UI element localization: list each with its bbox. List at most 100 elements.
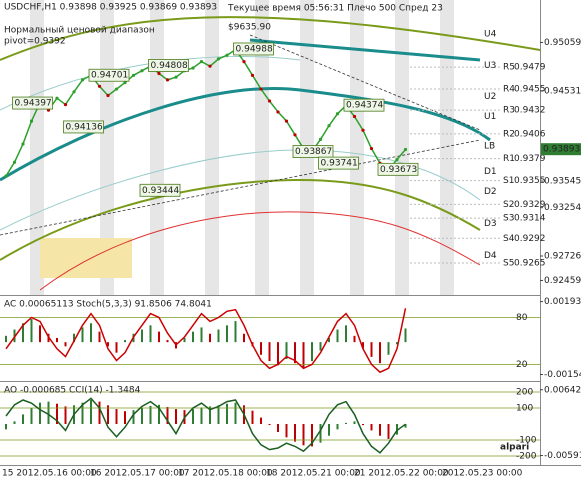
- price-point: [335, 112, 340, 116]
- histogram-bar: [90, 400, 92, 424]
- price-point: [318, 137, 323, 141]
- histogram-bar: [39, 325, 41, 343]
- pivot-name: S4: [503, 234, 515, 244]
- histogram-bar: [234, 321, 237, 343]
- channel-label: U4: [484, 30, 497, 40]
- pivot-name: R1: [503, 154, 515, 164]
- chart-title: USDCHF,H1 0.93898 0.93925 0.93869 0.9389…: [4, 3, 217, 13]
- histogram-bar: [141, 408, 143, 424]
- pivot-name: R5: [503, 63, 515, 73]
- pivot-name: R4: [503, 85, 515, 95]
- pivot-name: S1: [503, 176, 514, 186]
- histogram-bar: [277, 342, 279, 366]
- price-label: 0.93444: [142, 186, 179, 196]
- price-label-box: [233, 42, 274, 56]
- x-tick-label: 2012.05.23 00:00: [442, 469, 523, 479]
- histogram-bar: [217, 329, 220, 343]
- histogram-bar: [30, 408, 33, 424]
- price-point: [114, 87, 119, 91]
- histogram-bar: [56, 403, 58, 424]
- histogram-bar: [30, 319, 33, 343]
- pivot-value: 0.9379: [514, 154, 546, 164]
- histogram-bar: [294, 424, 296, 442]
- note: $9635.90: [228, 23, 271, 33]
- price-point: [55, 96, 59, 100]
- price-point: [259, 87, 263, 91]
- histogram-bar: [200, 327, 203, 343]
- oscillator-line: [5, 308, 407, 374]
- histogram-bar: [268, 424, 271, 426]
- histogram-bar: [5, 424, 7, 430]
- channel-label: D4: [484, 251, 497, 261]
- histogram-bar: [345, 325, 347, 343]
- channel-label: D2: [484, 187, 497, 197]
- current-price-box: [541, 143, 581, 156]
- histogram-bar: [56, 337, 58, 343]
- price-point: [80, 78, 85, 82]
- histogram-bar: [311, 424, 313, 447]
- histogram-bar: [132, 410, 135, 424]
- price-line: [5, 48, 407, 177]
- price-point: [403, 147, 408, 152]
- price-label-box: [377, 162, 419, 176]
- price-point: [191, 66, 195, 70]
- y-tick-label: 0.94531: [544, 86, 581, 96]
- price-point: [140, 69, 144, 73]
- histogram-bar: [328, 337, 330, 343]
- histogram-bar: [302, 342, 305, 368]
- histogram-bar: [336, 424, 339, 430]
- x-tick-label: 15 2012.05.16 00:00: [2, 469, 97, 479]
- price-label: 0.94397: [15, 99, 52, 109]
- histogram-bar: [90, 323, 92, 343]
- y2-tick-label: 200: [516, 388, 533, 398]
- pivot-value: 0.9432: [514, 106, 546, 116]
- histogram-bar: [396, 424, 398, 435]
- histogram-bar: [166, 406, 169, 424]
- pivot-name: S5: [503, 258, 514, 268]
- current-price: 0.93893: [543, 145, 580, 155]
- price-point: [29, 119, 34, 123]
- channel-label: D3: [484, 219, 497, 229]
- price-label: 0.94374: [346, 101, 383, 111]
- oscillator-line: [5, 397, 406, 454]
- histogram-bar: [379, 424, 381, 436]
- price-label-box: [318, 156, 359, 170]
- histogram-bar: [243, 333, 245, 343]
- histogram-bar: [362, 424, 364, 426]
- histogram-bar: [260, 417, 262, 424]
- price-point: [395, 157, 399, 162]
- histogram-bar: [319, 424, 322, 443]
- terminal-info: Текущее время 05:56:31 Плечо 500 Спред 2…: [227, 4, 443, 14]
- histogram-bar: [22, 323, 24, 343]
- histogram-bar: [226, 403, 228, 424]
- zone: [40, 238, 132, 278]
- pivot-value: 0.9292: [514, 234, 546, 244]
- histogram-bar: [362, 342, 364, 349]
- price-point: [242, 59, 246, 64]
- histogram-bar: [149, 405, 152, 424]
- price-label-box: [148, 59, 189, 72]
- histogram-bar: [98, 401, 101, 424]
- histogram-bar: [234, 402, 237, 424]
- channel-label: U3: [484, 61, 496, 71]
- price-label: 0.94701: [91, 71, 128, 81]
- histogram-bar: [404, 424, 407, 428]
- histogram-bar: [260, 342, 262, 355]
- y2-tick-label: 20: [516, 360, 528, 370]
- subtitle: Нормальный ценовой диапазон: [4, 26, 155, 36]
- histogram-bar: [81, 402, 84, 424]
- histogram-bar: [183, 337, 186, 343]
- pivot-value: 0.9329: [514, 200, 546, 210]
- histogram-bar: [294, 342, 296, 364]
- price-point: [131, 73, 136, 77]
- histogram-bar: [387, 342, 390, 355]
- price-point: [165, 78, 170, 82]
- histogram-bar: [379, 342, 381, 364]
- price-label: 0.94136: [66, 122, 103, 132]
- histogram-bar: [124, 340, 126, 343]
- y2-tick-label: 80: [516, 313, 528, 323]
- price-point: [106, 93, 110, 98]
- brand: alpari: [500, 443, 529, 453]
- price-point: [123, 81, 127, 85]
- histogram-bar: [175, 409, 177, 424]
